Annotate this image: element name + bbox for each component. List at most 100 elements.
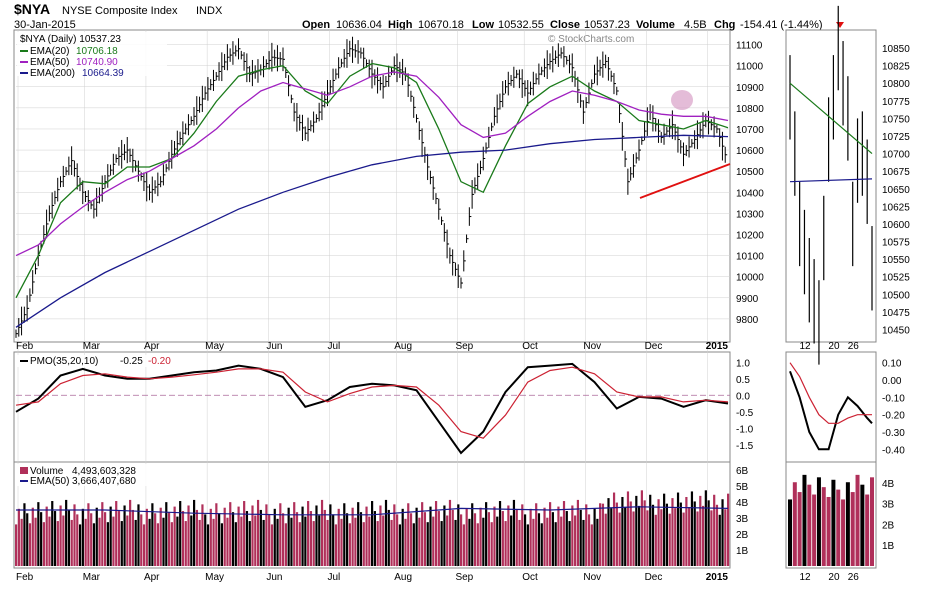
volume-bar bbox=[293, 502, 296, 566]
detail-price-tick-label: 10550 bbox=[882, 255, 910, 266]
volume-bar bbox=[34, 517, 37, 566]
volume-bar bbox=[496, 516, 499, 566]
detail-price-tick-label: 10850 bbox=[882, 44, 910, 55]
volume-bar bbox=[565, 511, 568, 566]
volume-bar bbox=[710, 510, 713, 566]
volume-bar bbox=[685, 496, 688, 566]
volume-bar bbox=[67, 509, 71, 566]
volume-bar bbox=[629, 501, 632, 566]
volume-bar bbox=[476, 523, 479, 566]
detail-ma-line bbox=[789, 178, 873, 183]
volume-bar bbox=[526, 524, 529, 566]
date-label: 30-Jan-2015 bbox=[14, 19, 76, 31]
x-tick-label: 2015 bbox=[706, 572, 729, 583]
volume-bar bbox=[226, 517, 229, 566]
volume-bar bbox=[560, 516, 563, 566]
detail-pmo-tick-label: -0.40 bbox=[882, 445, 905, 456]
volume-bar bbox=[193, 499, 196, 566]
volume-bar bbox=[724, 509, 727, 566]
volume-bar bbox=[429, 506, 432, 566]
volume-bar bbox=[137, 504, 140, 566]
open-value: 10636.04 bbox=[336, 19, 382, 31]
volume-bar bbox=[229, 502, 232, 566]
detail-price-tick-label: 10525 bbox=[882, 273, 910, 284]
volume-bar bbox=[515, 509, 518, 566]
detail-volume-bar bbox=[821, 487, 826, 566]
volume-bar bbox=[245, 511, 249, 566]
volume-legend: Volume 4,493,603,328 EMA(50) 3,666,407,6… bbox=[17, 464, 187, 487]
price-tick-label: 10700 bbox=[736, 125, 764, 136]
volume-bar bbox=[320, 499, 324, 566]
volume-bar bbox=[273, 508, 276, 566]
x-tick-label: Aug bbox=[394, 572, 412, 583]
volume-bar bbox=[209, 508, 212, 566]
volume-bar bbox=[707, 500, 710, 566]
volume-bar bbox=[254, 515, 257, 566]
open-label: Open bbox=[302, 19, 330, 31]
volume-bar bbox=[485, 502, 488, 566]
volume-bar bbox=[523, 514, 527, 566]
detail-price-tick-label: 10775 bbox=[882, 97, 910, 108]
volume-bar bbox=[632, 511, 635, 566]
volume-bar bbox=[654, 514, 657, 566]
volume-bar bbox=[40, 512, 43, 566]
volume-bar bbox=[345, 513, 349, 566]
volume-tick-label: 5B bbox=[736, 482, 749, 493]
detail-volume-bar bbox=[870, 477, 874, 566]
detail-volume-tick-label: 1B bbox=[882, 541, 895, 552]
volume-bar bbox=[307, 501, 310, 566]
volume-bar bbox=[204, 514, 207, 566]
chg-value: -154.41 (-1.44%) bbox=[740, 19, 823, 31]
volume-bar bbox=[585, 504, 588, 566]
volume-bar bbox=[504, 521, 507, 566]
volume-bar bbox=[262, 519, 265, 566]
volume-bar bbox=[432, 516, 435, 566]
x-tick-label: Nov bbox=[583, 572, 601, 583]
volume-bar bbox=[259, 509, 262, 566]
volume-bar bbox=[315, 505, 318, 566]
volume-bar bbox=[562, 501, 566, 566]
index-name: NYSE Composite Index bbox=[62, 5, 178, 17]
volume-bar bbox=[679, 502, 682, 566]
x-tick-label: Sep bbox=[455, 572, 473, 583]
volume-label: Volume bbox=[636, 19, 675, 31]
volume-bar bbox=[268, 514, 271, 566]
volume-bar bbox=[287, 507, 290, 566]
x-tick-label: Jun bbox=[266, 341, 282, 352]
volume-bar bbox=[715, 504, 719, 566]
volume-bar bbox=[73, 504, 76, 566]
volume-bar bbox=[145, 508, 148, 566]
x-tick-label: Dec bbox=[645, 572, 663, 583]
volume-bar bbox=[92, 523, 96, 566]
pmo-tick-label: -1.5 bbox=[736, 441, 754, 452]
volume-tick-label: 6B bbox=[736, 466, 749, 477]
volume-bar bbox=[626, 491, 630, 566]
volume-bar bbox=[131, 509, 135, 566]
volume-bar bbox=[448, 499, 452, 566]
detail-price-tick-label: 10500 bbox=[882, 290, 910, 301]
detail-pmo-line bbox=[789, 370, 873, 451]
volume-bar bbox=[248, 521, 251, 566]
detail-volume-bar bbox=[812, 494, 817, 566]
volume-bar bbox=[471, 503, 474, 566]
volume-bar bbox=[368, 516, 371, 566]
volume-bar bbox=[187, 505, 190, 566]
price-tick-label: 10100 bbox=[736, 252, 764, 263]
detail-price-tick-label: 10800 bbox=[882, 79, 910, 90]
volume-bar bbox=[535, 503, 538, 566]
volume-bar bbox=[690, 491, 694, 566]
volume-bar bbox=[206, 524, 210, 566]
detail-ma-line bbox=[789, 82, 873, 155]
x-tick-label: Feb bbox=[16, 572, 34, 583]
detail-volume-bar bbox=[845, 482, 850, 566]
volume-bar bbox=[532, 518, 535, 566]
volume-bar bbox=[440, 521, 443, 566]
volume-bar bbox=[276, 518, 279, 566]
volume-bar bbox=[493, 506, 496, 566]
high-label: High bbox=[388, 19, 413, 31]
volume-bar bbox=[270, 524, 274, 566]
volume-bar bbox=[326, 519, 329, 566]
volume-bar bbox=[304, 516, 307, 566]
volume-bar bbox=[101, 502, 104, 566]
